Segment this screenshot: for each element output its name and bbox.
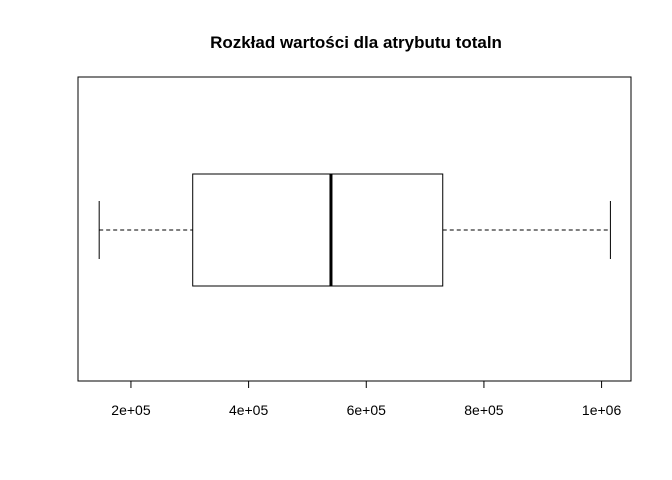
x-axis: 2e+05 4e+05 6e+05 8e+05 1e+06 (111, 380, 622, 418)
x-tick-label: 2e+05 (111, 402, 151, 418)
x-tick-label: 1e+06 (582, 402, 622, 418)
x-tick-label: 4e+05 (229, 402, 269, 418)
chart-title: Rozkład wartości dla atrybutu totaln (210, 33, 502, 52)
x-tick-label: 6e+05 (347, 402, 387, 418)
x-tick-label: 8e+05 (464, 402, 504, 418)
iqr-box (192, 173, 444, 287)
boxplot (98, 173, 611, 287)
plot-frame (77, 76, 632, 382)
